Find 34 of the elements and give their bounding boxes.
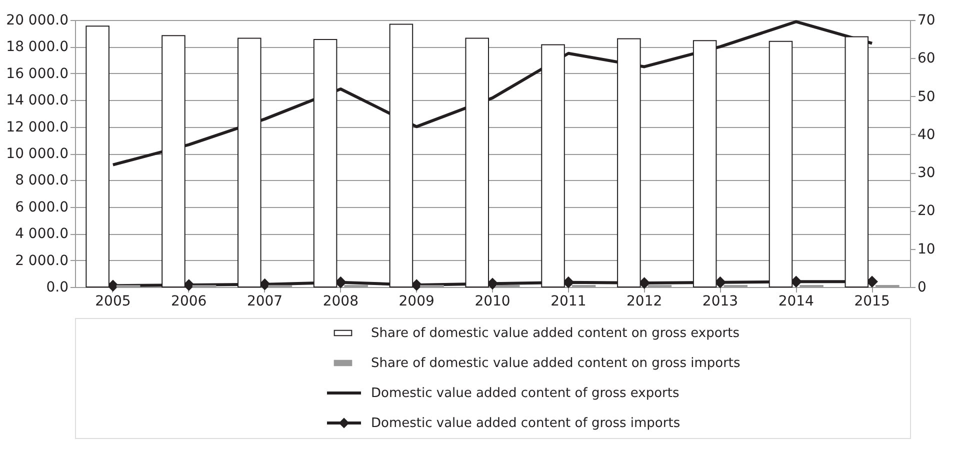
x-tick-label: 2008: [322, 294, 358, 310]
legend-label: Share of domestic value added content on gross imports: [371, 356, 741, 371]
x-tick-label: 2009: [398, 294, 434, 310]
y2-tick-label: 60: [918, 50, 936, 67]
y-tick-label: 8 000.0: [15, 172, 68, 189]
x-tick-label: 2005: [95, 294, 131, 310]
y2-tick-label: 50: [918, 88, 936, 105]
x-tick-label: 2015: [854, 294, 890, 310]
y2-tick-label: 10: [918, 241, 936, 258]
y-tick-label: 4 000.0: [15, 226, 68, 242]
y-tick-label: 14 000.0: [6, 92, 68, 109]
y-tick-label: 10 000.0: [6, 146, 68, 162]
legend-label: Domestic value added content of gross imports: [371, 416, 680, 431]
y2-tick-label: 40: [918, 126, 936, 143]
x-tick-label: 2013: [702, 294, 738, 310]
y-tick-label: 20 000.0: [6, 12, 68, 28]
legend-label: Share of domestic value added content on gross exports: [371, 326, 740, 341]
y-tick-label: 18 000.0: [6, 39, 68, 56]
y2-tick-label: 30: [918, 165, 936, 182]
y-tick-label: 6 000.0: [15, 199, 68, 216]
x-tick-label: 2010: [474, 294, 510, 310]
y2-tick-label: 20: [918, 203, 936, 220]
x-tick-label: 2011: [550, 294, 586, 310]
y2-tick-label: 70: [918, 12, 936, 28]
y-tick-label: 0.0: [46, 280, 68, 296]
y-tick-label: 16 000.0: [6, 66, 68, 82]
x-tick-label: 2014: [778, 294, 814, 310]
x-tick-label: 2006: [171, 294, 207, 310]
y-tick-label: 2 000.0: [15, 252, 68, 269]
x-tick-label: 2007: [246, 294, 283, 310]
y-tick-label: 12 000.0: [6, 119, 68, 136]
legend-label: Domestic value added content of gross exports: [371, 386, 680, 401]
y2-tick-label: 0: [918, 280, 926, 296]
x-tick-label: 2012: [626, 294, 662, 310]
